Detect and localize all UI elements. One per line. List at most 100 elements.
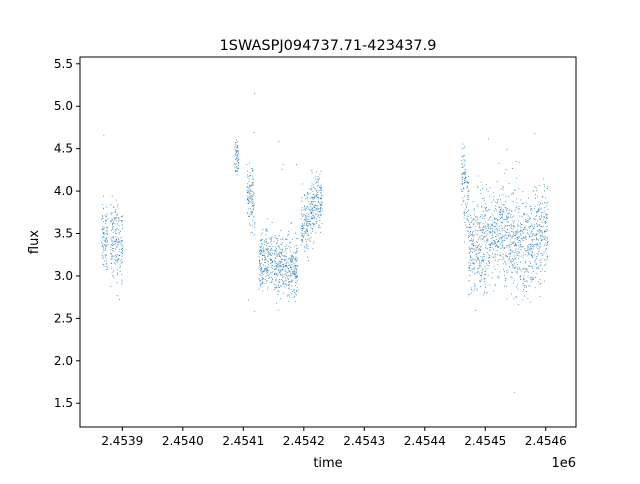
data-point: [541, 240, 543, 242]
data-point: [259, 261, 260, 262]
data-point: [486, 264, 488, 266]
data-point: [304, 207, 306, 209]
data-point: [479, 235, 481, 237]
data-point: [541, 239, 543, 241]
data-point: [485, 286, 486, 288]
data-point: [509, 246, 511, 248]
data-point: [537, 266, 539, 268]
data-point: [506, 215, 507, 217]
data-point: [261, 238, 263, 240]
data-point: [516, 177, 518, 179]
data-point: [487, 240, 489, 242]
data-point: [314, 224, 316, 225]
data-point: [121, 279, 123, 281]
data-point: [282, 283, 284, 285]
data-point: [281, 269, 283, 270]
data-point: [482, 210, 484, 212]
data-point: [276, 265, 278, 267]
data-point: [495, 218, 497, 220]
data-point: [266, 230, 268, 231]
data-point: [304, 219, 306, 220]
data-point: [313, 243, 315, 244]
data-point: [304, 194, 306, 196]
data-point: [111, 258, 113, 260]
data-point: [107, 266, 108, 268]
data-point: [276, 248, 278, 249]
data-point: [505, 278, 506, 280]
data-point: [516, 230, 518, 232]
data-point: [235, 143, 237, 145]
y-tick-label: 2.5: [54, 311, 73, 325]
data-point: [467, 226, 468, 228]
data-point: [112, 224, 113, 226]
data-point: [503, 240, 505, 241]
data-point: [484, 283, 486, 285]
data-point: [495, 253, 497, 255]
data-point: [524, 227, 526, 229]
data-point: [481, 206, 483, 208]
data-point: [311, 202, 312, 204]
data-point: [545, 216, 547, 218]
data-point: [522, 245, 524, 247]
data-point: [247, 202, 249, 204]
data-point: [250, 196, 252, 198]
data-point: [480, 216, 481, 217]
data-point: [262, 229, 264, 230]
data-point: [115, 232, 117, 234]
data-point: [500, 243, 501, 245]
data-point: [511, 258, 513, 259]
data-point: [306, 228, 308, 230]
data-point: [305, 218, 307, 220]
data-point: [486, 233, 488, 235]
data-point: [488, 226, 489, 228]
data-point: [496, 209, 497, 211]
data-point: [539, 209, 541, 210]
data-point: [468, 293, 470, 295]
data-point: [509, 239, 511, 241]
y-tick-label: 5.5: [54, 57, 73, 71]
data-point: [471, 247, 473, 249]
data-point: [502, 242, 504, 244]
data-point: [310, 220, 311, 222]
data-point: [281, 270, 283, 272]
data-point: [522, 256, 524, 258]
data-point: [463, 212, 465, 214]
data-point: [545, 215, 547, 216]
data-point: [461, 167, 463, 168]
data-point: [546, 244, 548, 246]
data-point: [524, 248, 526, 250]
data-point: [120, 240, 122, 242]
data-point: [291, 258, 293, 260]
data-point: [485, 268, 487, 270]
data-point: [516, 286, 517, 288]
data-point: [472, 201, 474, 202]
data-point: [487, 191, 489, 192]
data-point: [490, 243, 492, 244]
data-point: [461, 204, 463, 206]
data-point: [268, 252, 270, 254]
data-point: [525, 280, 527, 282]
x-tick-label: 2.4540: [162, 434, 204, 448]
data-point: [489, 246, 491, 248]
data-point: [491, 234, 493, 236]
data-point: [113, 236, 114, 238]
data-point: [524, 286, 526, 288]
data-point: [307, 213, 309, 215]
data-point: [302, 209, 304, 210]
data-point: [521, 246, 523, 248]
data-point: [468, 235, 470, 236]
data-point: [463, 211, 465, 212]
data-point: [495, 208, 496, 210]
data-point: [112, 250, 114, 251]
data-point: [305, 224, 307, 226]
data-point: [102, 255, 104, 257]
data-point: [536, 238, 538, 240]
data-point: [296, 275, 298, 276]
data-point: [284, 258, 286, 260]
data-point: [496, 244, 497, 246]
data-point: [264, 250, 266, 252]
data-point: [121, 220, 123, 221]
data-point: [295, 267, 297, 269]
data-point: [500, 238, 502, 240]
data-point: [532, 225, 533, 227]
